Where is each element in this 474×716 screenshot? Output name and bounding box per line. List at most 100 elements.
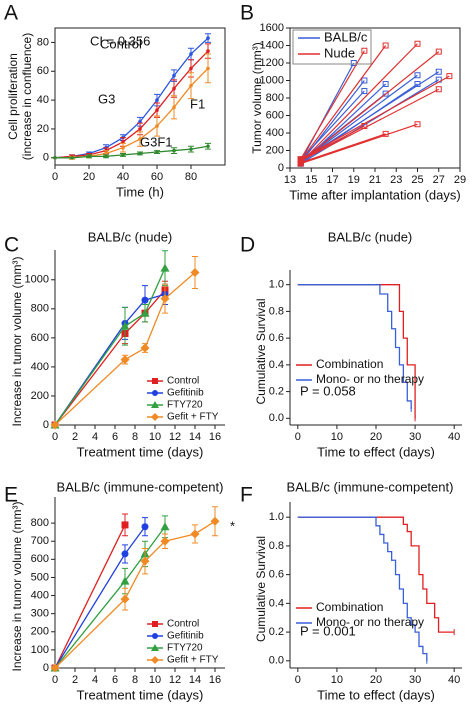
marker <box>140 308 150 317</box>
marker <box>104 151 108 156</box>
marker <box>140 556 150 566</box>
x-axis-label: Treatment time (days) <box>77 687 204 702</box>
y-tick-label: 800 <box>31 517 49 529</box>
y-tick-label: 600 <box>31 553 49 565</box>
marker <box>414 72 421 79</box>
x-tick-label: 10 <box>331 431 343 443</box>
marker <box>120 321 130 330</box>
marker <box>414 40 421 47</box>
x-tick-label: 40 <box>448 674 460 686</box>
marker <box>138 119 142 124</box>
legend-marker <box>151 656 159 664</box>
marker <box>121 550 129 558</box>
x-tick-label: 25 <box>411 174 423 186</box>
y-tick-label: 200 <box>31 390 49 402</box>
legend-marker <box>152 390 158 396</box>
series-line <box>54 526 146 669</box>
marker <box>189 83 193 88</box>
legend-label: Gefit + FTY <box>167 655 219 666</box>
y-tick-label: 700 <box>31 535 49 547</box>
series-line <box>54 50 209 159</box>
marker <box>155 150 159 154</box>
y-axis-label: Increase in tumor volume (mm³) <box>10 501 24 671</box>
survival-curve <box>297 516 455 633</box>
annotation: P = 0.001 <box>300 623 356 638</box>
legend-marker <box>152 378 158 384</box>
y-tick-label: 1000 <box>260 74 284 86</box>
chart-title: BALB/c (immune-competent) <box>57 479 224 494</box>
x-tick-label: 10 <box>149 431 161 443</box>
x-tick-label: 12 <box>169 431 181 443</box>
legend-marker <box>151 644 159 651</box>
y-tick-label: 0.2 <box>269 626 284 638</box>
series-line <box>300 74 418 163</box>
x-tick-label: 0 <box>295 674 301 686</box>
x-tick-label: 20 <box>370 674 382 686</box>
legend-label: Gefitinib <box>167 388 204 399</box>
marker <box>121 140 125 144</box>
marker <box>172 148 176 153</box>
marker <box>382 90 389 97</box>
legend-label: FTY720 <box>167 400 203 411</box>
marker <box>141 296 149 304</box>
y-tick-label: 60 <box>37 65 49 77</box>
y-axis-label: Cell proliferation <box>6 53 20 140</box>
marker <box>361 88 368 94</box>
series-line <box>300 43 418 164</box>
legend-label: Gefit + FTY <box>167 412 219 423</box>
marker <box>206 49 210 53</box>
series-line <box>54 37 209 159</box>
marker <box>189 147 193 151</box>
y-tick-label: 0 <box>43 662 49 674</box>
x-tick-label: 60 <box>151 171 163 183</box>
marker <box>210 516 220 526</box>
legend-marker <box>151 401 159 408</box>
marker <box>160 263 170 272</box>
x-tick-label: 0 <box>52 431 58 443</box>
legend-label: FTY720 <box>167 643 203 654</box>
survival-curve <box>297 284 416 419</box>
legend-marker <box>152 633 158 639</box>
panel-letter: E <box>4 484 18 507</box>
series-label: G3F1 <box>140 134 173 149</box>
x-tick-label: 27 <box>433 174 445 186</box>
series-label: F1 <box>190 96 205 111</box>
marker <box>206 66 210 71</box>
panel-letter: B <box>240 2 254 25</box>
y-tick-label: 0 <box>43 419 49 431</box>
x-tick-label: 40 <box>117 171 129 183</box>
y-tick-label: 1200 <box>260 57 284 69</box>
x-tick-label: 6 <box>112 431 118 443</box>
x-tick-label: 12 <box>169 674 181 686</box>
survival-curve <box>297 284 412 409</box>
marker <box>435 86 442 93</box>
series-line <box>300 123 418 165</box>
series-line <box>54 293 166 426</box>
legend-box <box>292 29 372 65</box>
marker <box>361 47 368 54</box>
x-tick-label: 13 <box>284 174 296 186</box>
marker <box>138 151 142 156</box>
marker <box>104 154 108 159</box>
y-tick-label: 0.4 <box>269 597 284 609</box>
x-tick-label: 0 <box>295 431 301 443</box>
marker <box>172 73 176 78</box>
marker <box>140 343 150 353</box>
series-line <box>300 45 387 162</box>
marker <box>446 73 453 80</box>
legend-label: Control <box>167 619 199 630</box>
x-tick-label: 21 <box>369 174 381 186</box>
y-tick-label: 500 <box>31 571 49 583</box>
marker <box>155 98 159 102</box>
marker <box>160 294 170 304</box>
y-tick-label: 200 <box>31 626 49 638</box>
legend-label: BALB/c <box>324 29 368 44</box>
y-tick-label: 40 <box>37 94 49 106</box>
chart-title: BALB/c (nude) <box>88 229 173 244</box>
y-axis-label: Cumulative Survival <box>254 536 268 642</box>
x-tick-label: 29 <box>454 174 466 186</box>
y-tick-label: 0.8 <box>269 540 284 552</box>
legend-label: Combination <box>316 357 383 371</box>
legend-label: Mono- or no therapy <box>316 615 424 629</box>
